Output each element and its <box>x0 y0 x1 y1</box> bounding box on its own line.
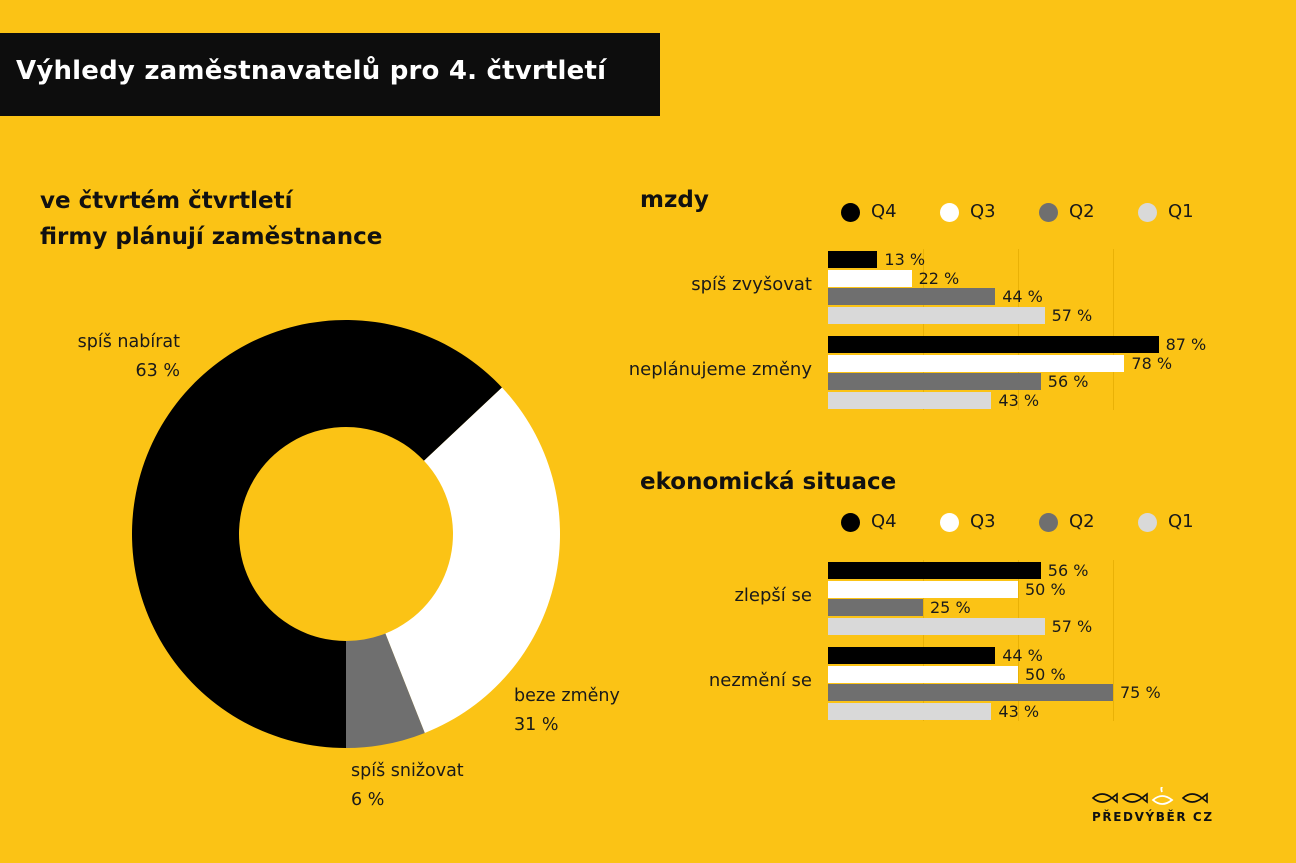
bar-q4 <box>828 336 1159 353</box>
gridline <box>1113 249 1114 411</box>
legend-label: Q1 <box>1168 511 1194 532</box>
donut-label-hire: spíš nabírat <box>77 332 180 352</box>
bar-q3 <box>828 580 1018 598</box>
donut-label-reduce: spíš snižovat <box>351 761 464 781</box>
bar-value-label: 78 % <box>1131 353 1173 373</box>
gridline <box>923 249 924 411</box>
bar-value-label: 56 % <box>1047 561 1089 580</box>
bar-q1 <box>828 391 992 409</box>
bar-value-label: 50 % <box>1025 664 1066 684</box>
legend-swatch-q2 <box>1039 203 1058 222</box>
bar-value-label: 44 % <box>1002 287 1043 307</box>
category-label: nezmění se <box>708 670 812 692</box>
legend-label: Q4 <box>871 201 897 222</box>
gridline <box>1018 249 1019 411</box>
bar-value-label: 25 % <box>930 598 971 618</box>
legend-label: Q3 <box>970 511 996 532</box>
gridline <box>923 560 924 722</box>
bar-q4 <box>828 647 996 664</box>
donut-heading-line1: ve čtvrtém čtvrtletí <box>40 188 293 214</box>
bar-value-label: 43 % <box>998 390 1040 410</box>
legend-label: Q2 <box>1069 201 1095 222</box>
bar-value-label: 87 % <box>1165 335 1207 354</box>
legend-label: Q2 <box>1069 511 1095 532</box>
bar-value-label: 13 % <box>884 250 926 269</box>
fish-logo-icon <box>1091 787 1208 805</box>
donut-slice-1 <box>132 320 502 748</box>
bar-q2 <box>828 599 923 617</box>
panel-title-economy: ekonomická situace <box>640 469 897 495</box>
bar-q1 <box>828 702 992 720</box>
legend-label: Q1 <box>1168 201 1194 222</box>
bar-value-label: 43 % <box>998 701 1040 721</box>
legend-swatch-q4 <box>841 203 860 222</box>
legend-swatch-q1 <box>1138 513 1157 532</box>
logo-text: PŘEDVÝBĚR CZ <box>1092 810 1214 824</box>
title-bar: Výhledy zaměstnavatelů pro 4. čtvrtletí <box>0 33 660 116</box>
donut-value-nochange: 31 % <box>514 715 559 735</box>
category-label: spíš zvyšovat <box>691 274 812 296</box>
bar-value-label: 57 % <box>1051 616 1093 636</box>
bar-q4 <box>828 251 878 268</box>
bar-value-label: 44 % <box>1002 646 1043 665</box>
category-label: zlepší se <box>734 585 812 607</box>
legend-swatch-q4 <box>841 513 860 532</box>
legend-label: Q4 <box>871 511 897 532</box>
bar-q3 <box>828 354 1125 372</box>
bar-q1 <box>828 306 1045 324</box>
legend-label: Q3 <box>970 201 996 222</box>
legend-swatch-q2 <box>1039 513 1058 532</box>
bar-q1 <box>828 617 1045 635</box>
donut-label-nochange: beze změny <box>514 686 620 706</box>
bar-value-label: 75 % <box>1120 683 1161 703</box>
bar-value-label: 22 % <box>918 268 960 288</box>
panel-title-wages: mzdy <box>640 187 709 213</box>
legend-swatch-q1 <box>1138 203 1157 222</box>
gridline <box>1018 560 1019 722</box>
bar-q2 <box>828 684 1113 702</box>
bar-q4 <box>828 562 1041 579</box>
donut-value-reduce: 6 % <box>351 790 385 810</box>
legend-swatch-q3 <box>940 203 959 222</box>
donut-slice-3 <box>346 633 425 748</box>
bar-value-label: 57 % <box>1051 305 1093 325</box>
bar-q2 <box>828 288 996 306</box>
bar-value-label: 50 % <box>1025 579 1066 599</box>
category-label: neplánujeme změny <box>628 359 812 381</box>
donut-value-hire: 63 % <box>135 361 180 381</box>
bar-q2 <box>828 373 1041 391</box>
gridline <box>1113 560 1114 722</box>
donut-heading-line2: firmy plánují zaměstnance <box>40 224 383 250</box>
bar-q3 <box>828 665 1018 683</box>
page-title: Výhledy zaměstnavatelů pro 4. čtvrtletí <box>16 56 607 86</box>
bar-value-label: 56 % <box>1047 372 1089 392</box>
bar-q3 <box>828 269 912 287</box>
legend-swatch-q3 <box>940 513 959 532</box>
